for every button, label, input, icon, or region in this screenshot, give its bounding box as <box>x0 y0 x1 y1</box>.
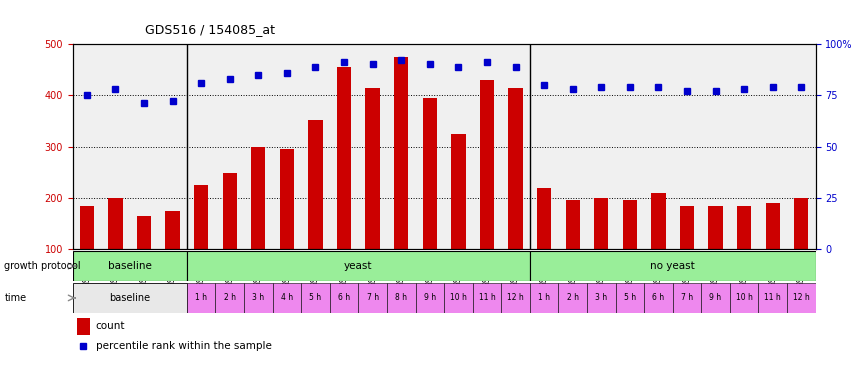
Bar <box>472 283 501 313</box>
Text: 11 h: 11 h <box>478 294 495 302</box>
Text: 8 h: 8 h <box>395 294 407 302</box>
Text: 2 h: 2 h <box>223 294 235 302</box>
Bar <box>651 193 664 249</box>
Bar <box>73 283 187 313</box>
Text: 5 h: 5 h <box>309 294 322 302</box>
Bar <box>365 87 380 249</box>
Bar <box>187 283 215 313</box>
Bar <box>672 283 700 313</box>
Bar <box>223 173 236 249</box>
Bar <box>501 283 529 313</box>
Text: 12 h: 12 h <box>792 294 809 302</box>
Bar <box>537 188 550 249</box>
Bar <box>280 149 293 249</box>
Text: 4 h: 4 h <box>281 294 293 302</box>
Bar <box>558 283 586 313</box>
Bar <box>450 134 465 249</box>
Text: 3 h: 3 h <box>252 294 264 302</box>
Bar <box>757 283 786 313</box>
Text: 10 h: 10 h <box>450 294 467 302</box>
Bar <box>764 203 779 249</box>
Bar <box>679 206 693 249</box>
Text: 3 h: 3 h <box>595 294 606 302</box>
Text: 1 h: 1 h <box>537 294 549 302</box>
Text: baseline: baseline <box>109 293 150 303</box>
Bar <box>736 206 751 249</box>
Bar <box>565 201 579 249</box>
Bar <box>77 318 90 335</box>
Bar <box>215 283 244 313</box>
Bar <box>786 283 815 313</box>
Bar <box>251 146 265 249</box>
Text: growth protocol: growth protocol <box>4 261 81 271</box>
Bar <box>586 283 615 313</box>
Bar <box>444 283 472 313</box>
Text: 6 h: 6 h <box>338 294 350 302</box>
Text: 2 h: 2 h <box>566 294 578 302</box>
Text: 5 h: 5 h <box>623 294 635 302</box>
Bar <box>708 206 722 249</box>
Bar <box>272 283 301 313</box>
Bar <box>358 283 386 313</box>
Bar <box>165 211 179 249</box>
Bar <box>187 251 529 281</box>
Bar <box>337 67 351 249</box>
Bar <box>308 120 322 249</box>
Bar <box>729 283 757 313</box>
Bar <box>479 80 494 249</box>
Text: 7 h: 7 h <box>680 294 693 302</box>
Bar <box>422 98 437 249</box>
Bar <box>622 201 636 249</box>
Bar <box>79 206 94 249</box>
Bar <box>700 283 729 313</box>
Bar <box>301 283 329 313</box>
Text: 9 h: 9 h <box>423 294 435 302</box>
Bar <box>393 57 408 249</box>
Bar <box>73 251 187 281</box>
Bar <box>793 198 808 249</box>
Text: 6 h: 6 h <box>652 294 664 302</box>
Text: yeast: yeast <box>344 261 372 271</box>
Bar <box>529 251 815 281</box>
Text: no yeast: no yeast <box>649 261 694 271</box>
Text: 10 h: 10 h <box>734 294 751 302</box>
Bar <box>329 283 358 313</box>
Bar <box>643 283 672 313</box>
Text: 7 h: 7 h <box>366 294 378 302</box>
Text: percentile rank within the sample: percentile rank within the sample <box>96 341 271 351</box>
Bar <box>386 283 415 313</box>
Bar <box>244 283 272 313</box>
Text: 12 h: 12 h <box>507 294 523 302</box>
Bar <box>108 198 123 249</box>
Text: count: count <box>96 321 125 331</box>
Text: baseline: baseline <box>107 261 152 271</box>
Text: time: time <box>4 293 26 303</box>
Bar <box>508 87 522 249</box>
Bar <box>529 283 558 313</box>
Bar <box>594 198 607 249</box>
Text: 1 h: 1 h <box>195 294 207 302</box>
Bar <box>136 216 151 249</box>
Text: GDS516 / 154085_at: GDS516 / 154085_at <box>145 23 275 36</box>
Text: 11 h: 11 h <box>763 294 780 302</box>
Bar <box>415 283 444 313</box>
Bar <box>615 283 643 313</box>
Text: 9 h: 9 h <box>709 294 721 302</box>
Bar <box>194 185 208 249</box>
